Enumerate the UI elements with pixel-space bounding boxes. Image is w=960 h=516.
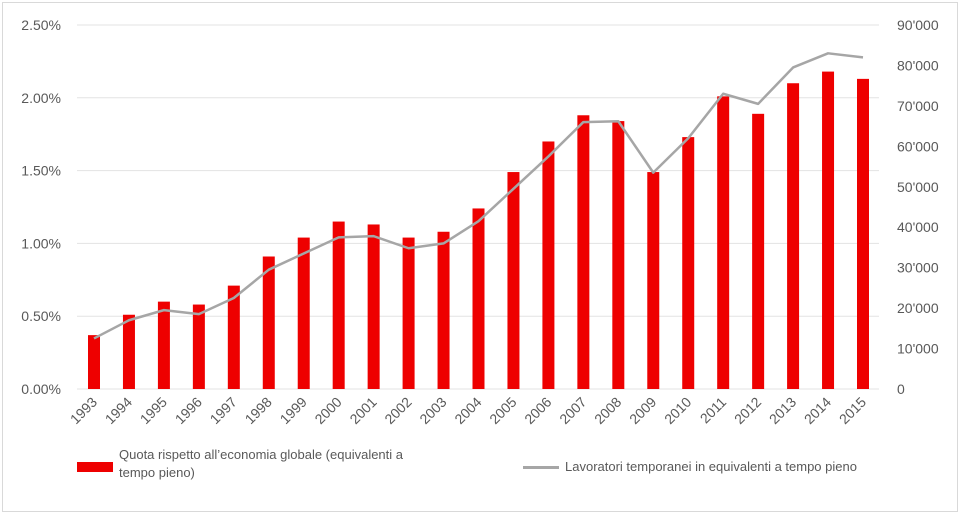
bar xyxy=(822,71,835,389)
bar xyxy=(297,237,310,389)
x-axis-tick: 1995 xyxy=(137,394,170,427)
x-axis-tick: 1999 xyxy=(277,394,310,427)
x-axis-tick: 2000 xyxy=(311,394,344,427)
bar xyxy=(647,172,660,389)
right-axis-tick: 10'000 xyxy=(897,341,939,357)
x-axis-tick: 2013 xyxy=(766,394,799,427)
x-axis-tick: 2004 xyxy=(451,394,484,427)
bar xyxy=(122,314,135,389)
x-axis-tick: 2011 xyxy=(697,394,730,427)
bar xyxy=(157,301,170,389)
bar xyxy=(402,237,415,389)
x-axis-tick: 2002 xyxy=(381,394,414,427)
right-axis-tick: 70'000 xyxy=(897,98,939,114)
x-axis-tick: 1993 xyxy=(67,394,100,427)
x-axis-tick: 2006 xyxy=(521,394,554,427)
bar xyxy=(88,335,100,389)
bar xyxy=(577,115,590,389)
bar xyxy=(682,137,695,389)
left-axis-tick: 1.50% xyxy=(21,163,61,179)
left-axis-tick: 2.50% xyxy=(21,17,61,33)
bar xyxy=(857,78,869,389)
right-axis-tick: 50'000 xyxy=(897,179,939,195)
x-axis-tick: 1997 xyxy=(207,394,240,427)
bar xyxy=(612,121,625,389)
x-axis-tick: 2009 xyxy=(626,394,659,427)
right-axis-tick: 60'000 xyxy=(897,138,939,154)
bar xyxy=(752,113,765,389)
x-axis-tick: 2015 xyxy=(836,394,869,427)
x-axis-tick: 2001 xyxy=(346,394,379,427)
right-axis-tick: 0 xyxy=(897,381,905,397)
bar xyxy=(472,208,485,389)
legend-bar-label-line2: tempo pieno) xyxy=(119,465,195,480)
legend-line-swatch xyxy=(523,466,559,469)
bar xyxy=(227,285,240,389)
legend-bar-label-line1: Quota rispetto all’economia globale (equ… xyxy=(119,447,404,462)
x-axis-tick: 2012 xyxy=(731,394,764,427)
left-axis-tick: 0.00% xyxy=(21,381,61,397)
legend-bar-swatch xyxy=(77,462,113,472)
x-axis-tick: 2008 xyxy=(591,394,624,427)
x-axis-tick: 1994 xyxy=(102,394,135,427)
bar xyxy=(787,83,800,390)
left-axis-tick: 0.50% xyxy=(21,308,61,324)
bar xyxy=(507,172,520,389)
right-axis-tick: 80'000 xyxy=(897,57,939,73)
bar xyxy=(192,304,205,389)
right-axis-tick: 30'000 xyxy=(897,260,939,276)
x-axis-tick: 2010 xyxy=(661,394,694,427)
right-axis-tick: 20'000 xyxy=(897,300,939,316)
bar xyxy=(437,231,450,389)
legend-bar-label: Quota rispetto all’economia globale (equ… xyxy=(119,446,403,482)
x-axis-tick: 2005 xyxy=(486,394,519,427)
x-axis-tick: 1998 xyxy=(242,394,275,427)
right-axis-tick: 90'000 xyxy=(897,17,939,33)
left-axis-tick: 2.00% xyxy=(21,90,61,106)
bar xyxy=(262,256,275,389)
x-axis-tick: 2014 xyxy=(801,394,834,427)
x-axis-tick: 2003 xyxy=(416,394,449,427)
right-axis-tick: 40'000 xyxy=(897,219,939,235)
combo-chart: 0.00% 0.50% 1.00% 1.50% 2.00% 2.50% 0 10'000 20'… xyxy=(21,17,939,427)
bar xyxy=(542,141,555,389)
left-axis-tick: 1.00% xyxy=(21,235,61,251)
bar xyxy=(367,224,380,389)
legend-line-label: Lavoratori temporanei in equivalenti a t… xyxy=(565,459,857,474)
bar xyxy=(717,96,730,390)
x-axis-tick: 1996 xyxy=(172,394,205,427)
bar xyxy=(332,221,345,389)
x-axis-tick: 2007 xyxy=(556,394,589,427)
